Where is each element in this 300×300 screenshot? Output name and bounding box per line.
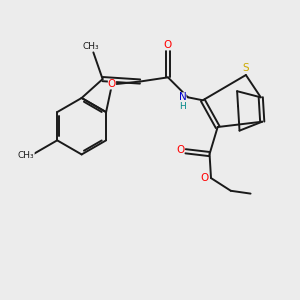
Text: O: O (108, 80, 116, 89)
Text: O: O (176, 145, 184, 155)
Text: O: O (200, 173, 208, 183)
Text: CH₃: CH₃ (83, 42, 100, 51)
Text: H: H (179, 102, 186, 111)
Text: N: N (179, 92, 187, 102)
Text: S: S (243, 64, 249, 74)
Text: O: O (164, 40, 172, 50)
Text: CH₃: CH₃ (18, 151, 34, 160)
